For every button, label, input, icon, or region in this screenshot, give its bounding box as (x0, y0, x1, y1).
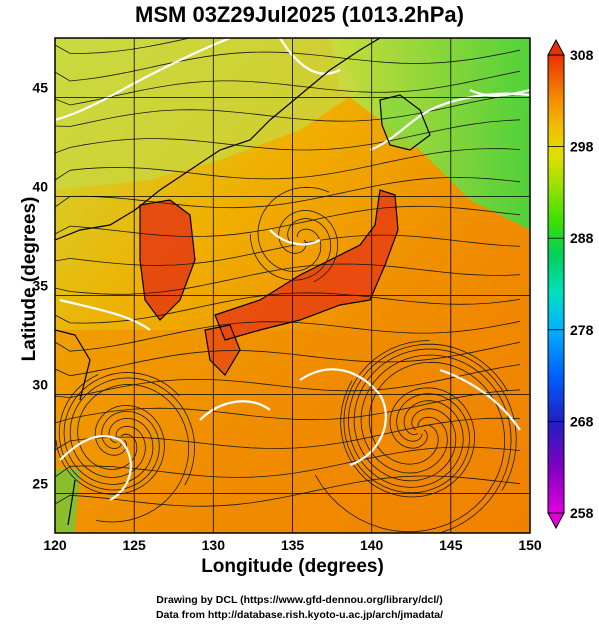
streamline (55, 417, 521, 451)
x-tick-label: 145 (439, 537, 463, 553)
streamline (58, 374, 160, 491)
y-tick-label: 45 (32, 80, 48, 96)
isotherm-contours (55, 38, 530, 501)
colorbar: 258 268 278 288 298 308 (547, 38, 594, 530)
colorbar-tick-label: 288 (570, 230, 594, 246)
streamline (314, 361, 506, 533)
streamline (55, 49, 521, 82)
streamline (55, 446, 521, 478)
streamline (55, 119, 521, 154)
graticule (55, 38, 530, 533)
kyushu-land (205, 325, 240, 375)
x-tick-label: 135 (281, 537, 305, 553)
streamline (69, 377, 196, 486)
colorbar-tick-label: 308 (570, 47, 594, 63)
colorbar-tick-label: 258 (570, 505, 594, 521)
streamline (55, 205, 521, 238)
colorbar-tick-label: 298 (570, 139, 594, 155)
colorbar-upper-arrow (547, 38, 565, 56)
y-tick-label: 30 (32, 377, 48, 393)
streamline (249, 218, 332, 281)
y-axis-label: Latitude (degrees) (19, 196, 40, 362)
credit-drawing: Drawing by DCL (https://www.gfd-dennou.o… (156, 594, 443, 606)
streamline (55, 234, 521, 266)
streamline (55, 341, 521, 377)
y-tick-label: 40 (32, 179, 48, 195)
y-tick-label: 35 (32, 278, 48, 294)
streamlines (55, 38, 521, 533)
streamline (343, 340, 470, 494)
streamline (353, 348, 517, 491)
streamline (55, 364, 521, 399)
streamline (77, 384, 190, 523)
x-tick-label: 140 (360, 537, 384, 553)
coastlines (55, 38, 431, 526)
streamline (55, 93, 521, 127)
colorbar-lower-arrow (547, 512, 565, 530)
page-title: MSM 03Z29Jul2025 (1013.2hPa) (135, 2, 464, 27)
streamline (257, 186, 330, 272)
streamline (278, 210, 339, 283)
streamline (55, 38, 192, 54)
x-tick-label: 125 (122, 537, 146, 553)
x-axis-ticks: 120 125 130 135 140 145 150 (43, 537, 542, 553)
streamline (347, 343, 509, 488)
colorbar-tick-label: 278 (570, 322, 594, 338)
x-tick-label: 150 (518, 537, 542, 553)
korea-land (140, 200, 195, 320)
plot-frame (54, 37, 531, 534)
x-tick-label: 120 (43, 537, 67, 553)
x-axis-label: Longitude (degrees) (201, 556, 384, 577)
y-axis-ticks: 25 30 35 40 45 (32, 80, 48, 492)
x-tick-label: 130 (202, 537, 226, 553)
streamline (55, 148, 521, 181)
streamline (55, 475, 521, 507)
streamline (55, 70, 521, 106)
colorbar-tick-label: 268 (570, 413, 594, 429)
credit-data: Data from http://database.rish.kyoto-u.a… (155, 609, 444, 621)
y-tick-label: 25 (32, 476, 48, 492)
streamline (55, 176, 521, 209)
streamline (55, 320, 521, 352)
colorbar-strip (547, 54, 565, 514)
colorbar-ticks: 258 268 278 288 298 308 (548, 47, 594, 521)
streamline (55, 263, 521, 295)
streamline (55, 389, 521, 424)
streamline (360, 354, 512, 533)
streamline (340, 380, 475, 498)
